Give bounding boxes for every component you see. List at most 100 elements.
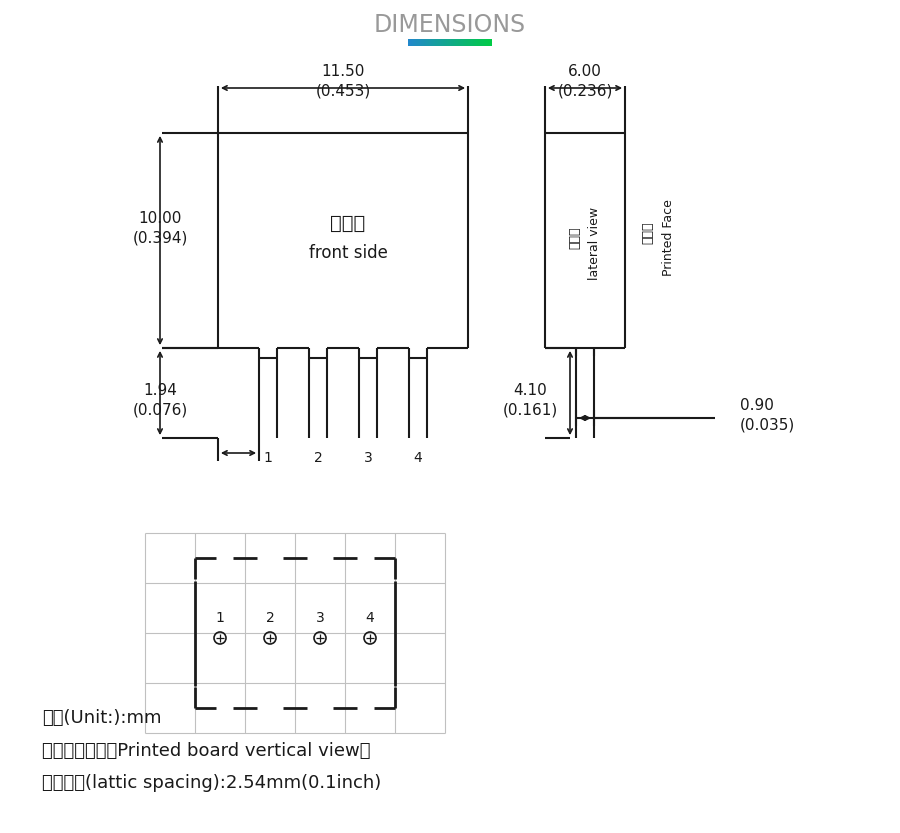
Bar <box>413 39 414 46</box>
Bar <box>446 39 447 46</box>
Bar <box>454 39 455 46</box>
Bar <box>442 39 443 46</box>
Bar <box>477 39 479 46</box>
Text: (0.236): (0.236) <box>557 83 613 98</box>
Text: 印刷板俧视图（Printed board vertical view）: 印刷板俧视图（Printed board vertical view） <box>42 742 371 760</box>
Bar <box>420 39 421 46</box>
Bar <box>483 39 485 46</box>
Bar <box>487 39 488 46</box>
Text: lateral view: lateral view <box>589 207 601 280</box>
Bar <box>463 39 464 46</box>
Bar <box>431 39 432 46</box>
Bar <box>428 39 429 46</box>
Bar <box>458 39 459 46</box>
Bar <box>449 39 450 46</box>
Bar <box>490 39 491 46</box>
Bar <box>471 39 472 46</box>
Bar <box>439 39 441 46</box>
Bar <box>491 39 492 46</box>
Text: 1: 1 <box>216 611 224 625</box>
Text: 3: 3 <box>316 611 324 625</box>
Bar <box>447 39 448 46</box>
Bar <box>479 39 480 46</box>
Bar <box>489 39 490 46</box>
Bar <box>467 39 468 46</box>
Text: 1: 1 <box>264 451 273 465</box>
Text: 单位(Unit:):mm: 单位(Unit:):mm <box>42 709 161 727</box>
Bar <box>457 39 458 46</box>
Bar <box>450 39 451 46</box>
Bar <box>410 39 411 46</box>
Bar <box>438 39 439 46</box>
Text: (0.161): (0.161) <box>502 402 558 417</box>
Bar <box>427 39 428 46</box>
Bar <box>456 39 457 46</box>
Bar <box>444 39 445 46</box>
Bar <box>417 39 418 46</box>
Bar <box>414 39 416 46</box>
Bar <box>437 39 438 46</box>
Bar <box>474 39 475 46</box>
Text: 1.94: 1.94 <box>143 382 177 397</box>
Bar <box>476 39 477 46</box>
Text: (0.453): (0.453) <box>315 83 371 98</box>
Bar <box>409 39 410 46</box>
Bar <box>469 39 470 46</box>
Bar <box>461 39 462 46</box>
Bar <box>470 39 471 46</box>
Text: 4: 4 <box>365 611 374 625</box>
Bar <box>433 39 434 46</box>
Bar <box>445 39 446 46</box>
Bar <box>429 39 430 46</box>
Bar <box>472 39 473 46</box>
Bar <box>412 39 413 46</box>
Bar <box>434 39 436 46</box>
Bar <box>411 39 412 46</box>
Bar <box>423 39 424 46</box>
Bar <box>462 39 463 46</box>
Bar <box>436 39 437 46</box>
Bar <box>464 39 466 46</box>
Bar <box>486 39 487 46</box>
Bar <box>430 39 431 46</box>
Text: (0.035): (0.035) <box>740 417 796 432</box>
Text: 0.90: 0.90 <box>740 397 774 412</box>
Text: 10.00: 10.00 <box>139 211 182 226</box>
Bar <box>475 39 476 46</box>
Text: 4: 4 <box>414 451 422 465</box>
Bar <box>426 39 427 46</box>
Bar <box>484 39 486 46</box>
Bar <box>425 39 426 46</box>
Bar <box>468 39 469 46</box>
Text: 6.00: 6.00 <box>568 63 602 78</box>
Bar <box>441 39 442 46</box>
Text: DIMENSIONS: DIMENSIONS <box>374 13 526 37</box>
Text: 2: 2 <box>266 611 274 625</box>
Bar <box>455 39 456 46</box>
Bar <box>421 39 423 46</box>
Bar <box>443 39 444 46</box>
Text: 3: 3 <box>364 451 373 465</box>
Text: 正视图: 正视图 <box>330 213 365 232</box>
Text: front side: front side <box>309 244 387 262</box>
Bar <box>432 39 433 46</box>
Bar <box>408 39 409 46</box>
Bar <box>452 39 454 46</box>
Bar <box>453 39 454 46</box>
Bar <box>480 39 481 46</box>
Text: 侧视图: 侧视图 <box>569 227 581 249</box>
Bar <box>424 39 425 46</box>
Text: Printed Face: Printed Face <box>662 200 674 277</box>
Text: 4.10: 4.10 <box>513 382 547 397</box>
Bar <box>416 39 417 46</box>
Bar <box>451 39 452 46</box>
Bar <box>419 39 420 46</box>
Text: (0.076): (0.076) <box>132 402 187 417</box>
Bar <box>448 39 449 46</box>
Text: (0.394): (0.394) <box>132 231 188 246</box>
Text: 印字面: 印字面 <box>642 222 654 244</box>
Text: 2: 2 <box>313 451 322 465</box>
Bar <box>473 39 474 46</box>
Bar <box>481 39 482 46</box>
Bar <box>482 39 483 46</box>
